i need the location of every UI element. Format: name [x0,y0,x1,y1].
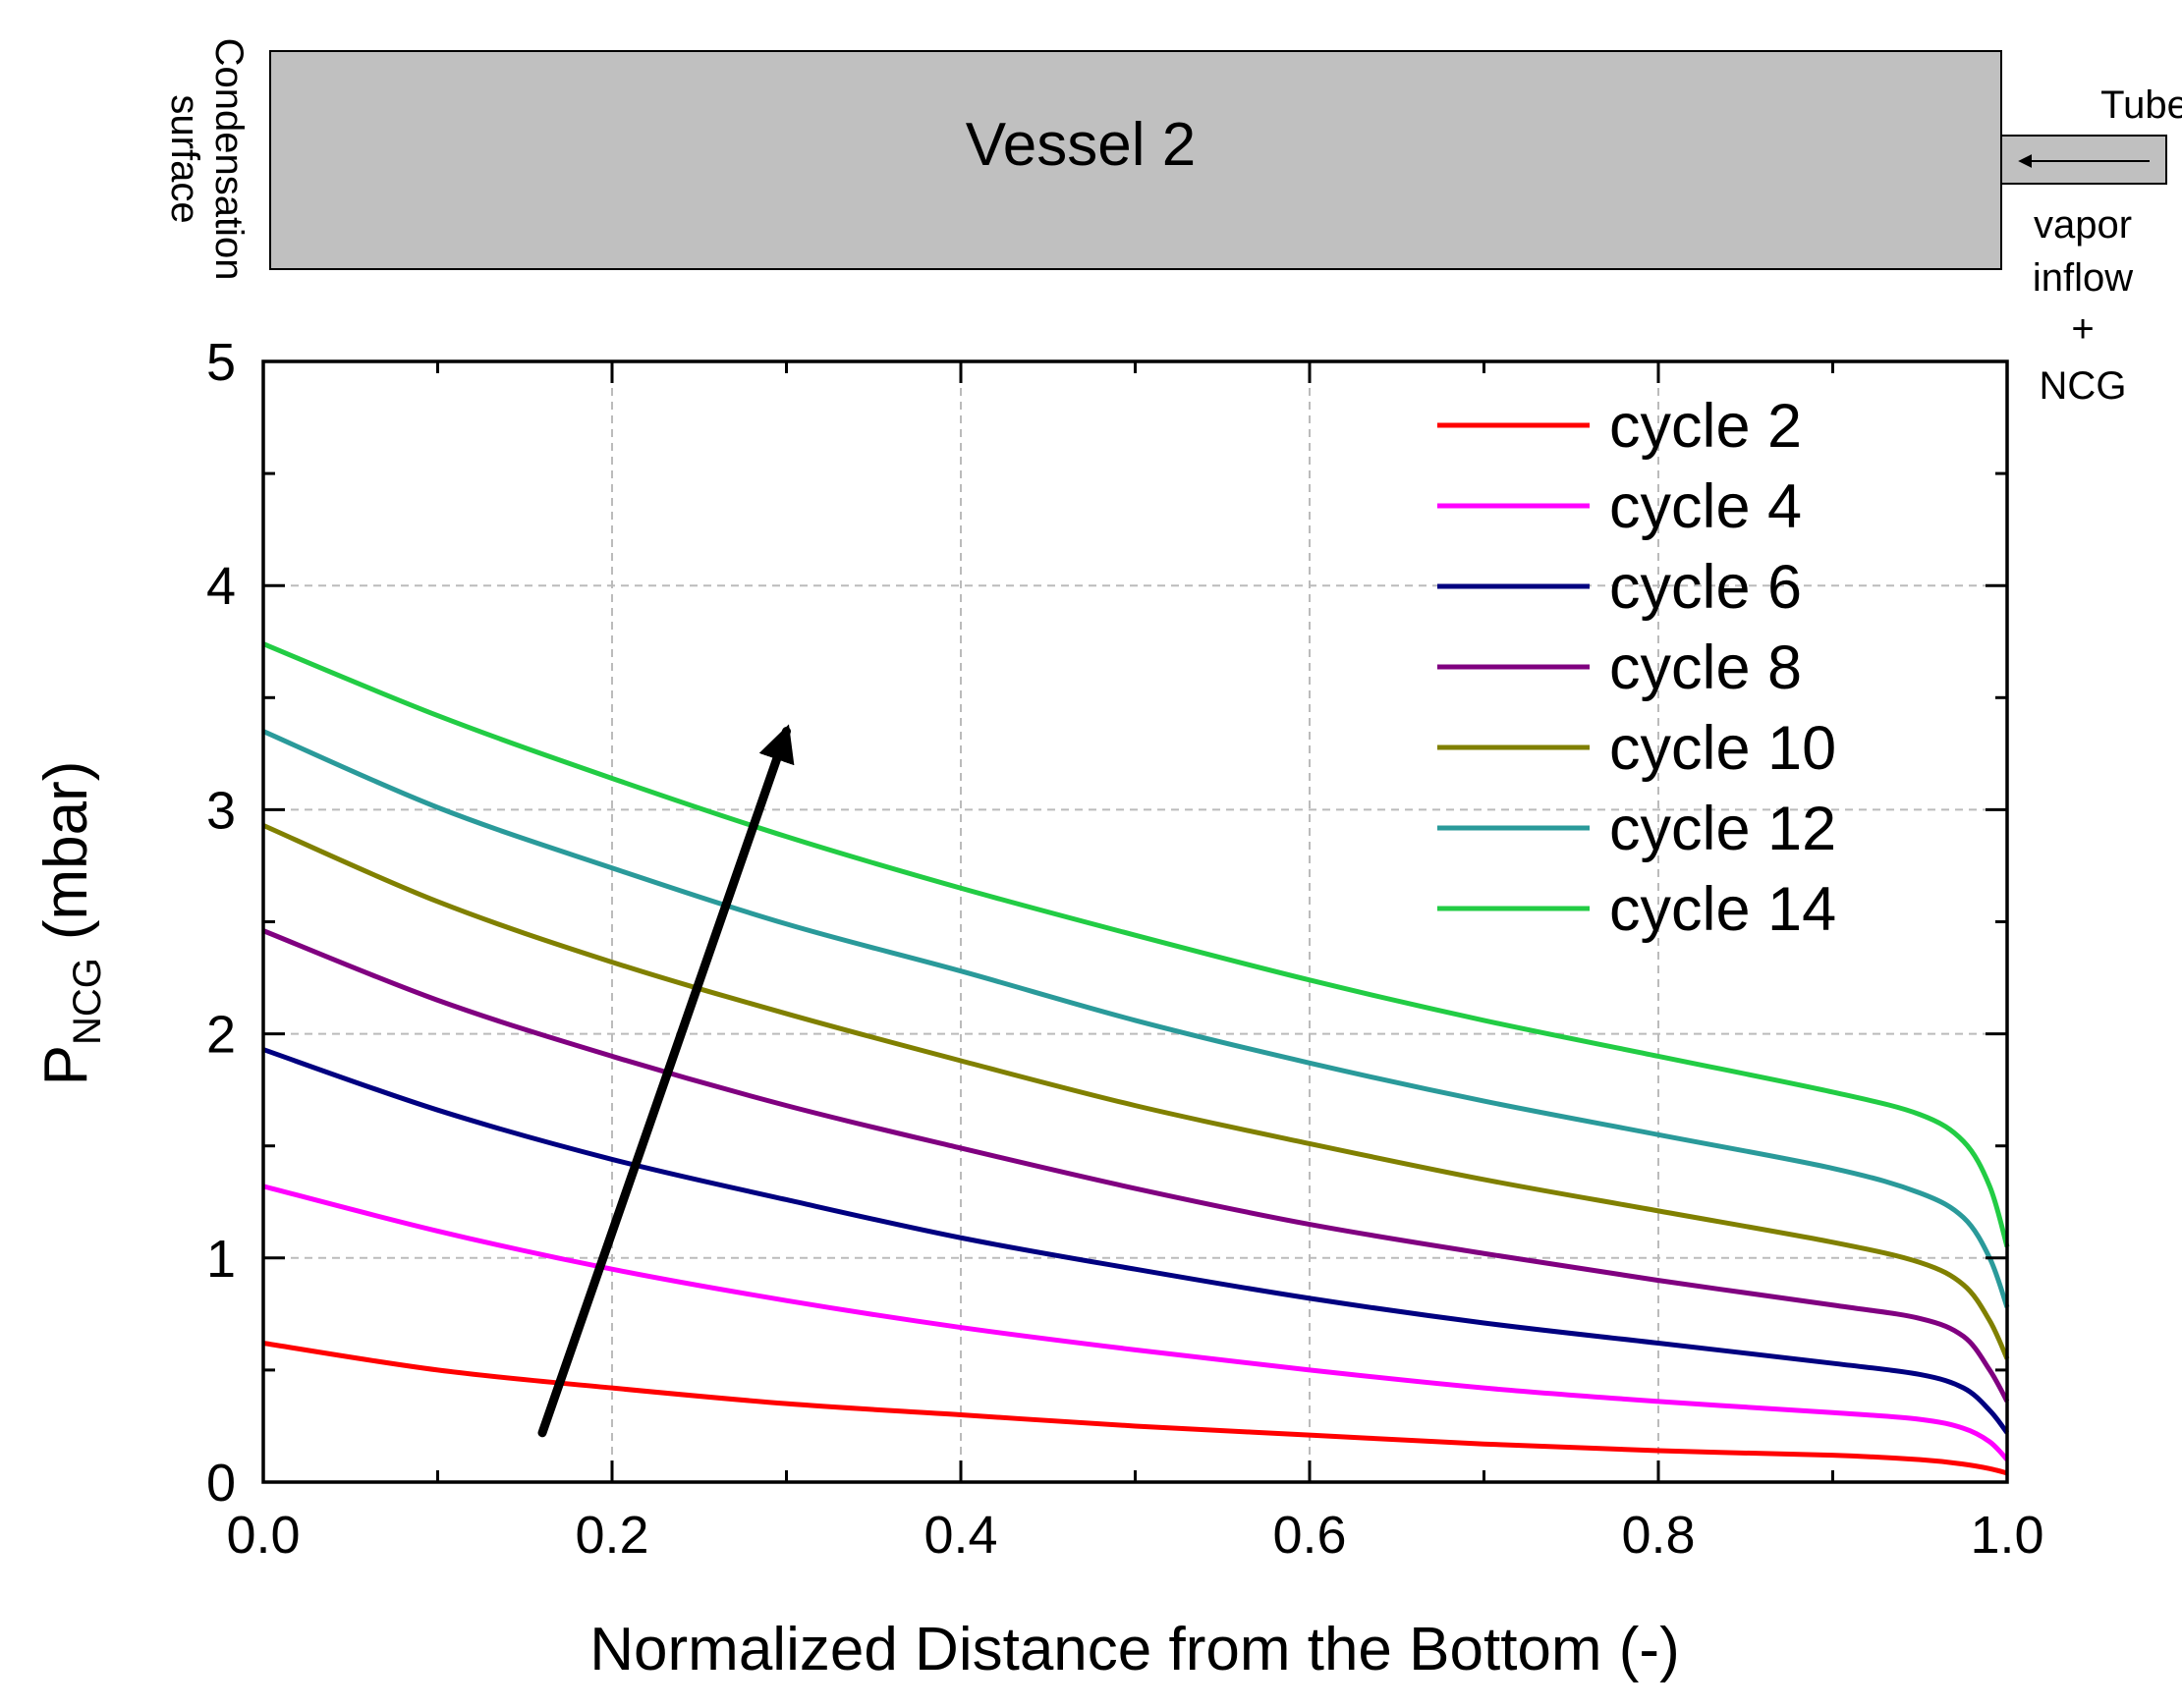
legend-label: cycle 2 [1609,392,1802,461]
vessel-diagram: Vessel 2 Condensation surface Tube vapor… [163,38,2182,408]
x-tick-label: 0.4 [923,1506,997,1565]
series-line-cycle-8 [262,928,2010,1404]
y-axis-title-unit: (mbar) [32,761,100,941]
condensation-line-1: Condensation [207,38,251,281]
x-tick-label: 0.8 [1621,1506,1695,1565]
y-tick-label: 1 [206,1230,236,1289]
legend-label: cycle 8 [1609,634,1802,702]
y-axis-title: PNCG (mbar) [32,761,109,1086]
condensation-label: Condensation surface [163,38,251,281]
series-line-cycle-14 [262,641,2010,1248]
y-tick-label: 3 [206,781,236,840]
y-tick-labels: 0 1 2 3 4 5 [206,333,236,1513]
x-tick-label: 0.6 [1272,1506,1346,1565]
series-line-cycle-10 [261,823,2010,1360]
legend-label: cycle 12 [1609,795,1836,863]
y-tick-label: 5 [206,333,236,392]
y-tick-label: 2 [206,1006,236,1065]
series-line-cycle-2 [262,1341,2008,1476]
x-tick-label: 1.0 [1970,1506,2043,1565]
series-line-cycle-12 [261,729,2010,1308]
series-lines [261,641,2010,1476]
trend-arrow-group [537,724,795,1438]
tube-rect [2000,135,2167,185]
y-axis-title-main: P [32,1045,100,1085]
x-tick-label: 0.2 [575,1506,648,1565]
y-tick-label: 0 [206,1454,236,1513]
series-line-cycle-6 [262,1047,2009,1435]
x-tick-labels: 0.0 0.2 0.4 0.6 0.8 1.0 [226,1506,2043,1565]
ticks [261,359,2009,1484]
inflow-line-2: inflow [2033,256,2133,300]
legend-label: cycle 10 [1609,714,1836,783]
y-tick-label: 4 [206,557,236,616]
x-tick-label: 0.0 [226,1506,300,1565]
legend-label: cycle 4 [1609,472,1802,541]
svg-text:PNCG(mbar): PNCG (mbar) [32,761,109,1086]
legend-label: cycle 14 [1609,875,1836,944]
trend-arrow [537,724,795,1438]
y-axis-title-sub: NCG [66,958,109,1045]
condensation-line-2: surface [163,94,206,223]
vessel-label: Vessel 2 [966,111,1196,179]
inflow-line-1: vapor [2034,203,2132,247]
tube-label: Tube [2100,83,2182,127]
x-axis-title: Normalized Distance from the Bottom (-) [589,1616,1679,1683]
inflow-line-4: NCG [2040,364,2127,408]
vessel-rect [269,50,2002,270]
legend-label: cycle 6 [1609,553,1802,622]
legend: cycle 2 cycle 4 cycle 6 cycle 8 cycle 10 cycl… [1437,392,1836,944]
inflow-line-3: + [2071,307,2094,351]
series-line-cycle-4 [262,1184,2009,1461]
